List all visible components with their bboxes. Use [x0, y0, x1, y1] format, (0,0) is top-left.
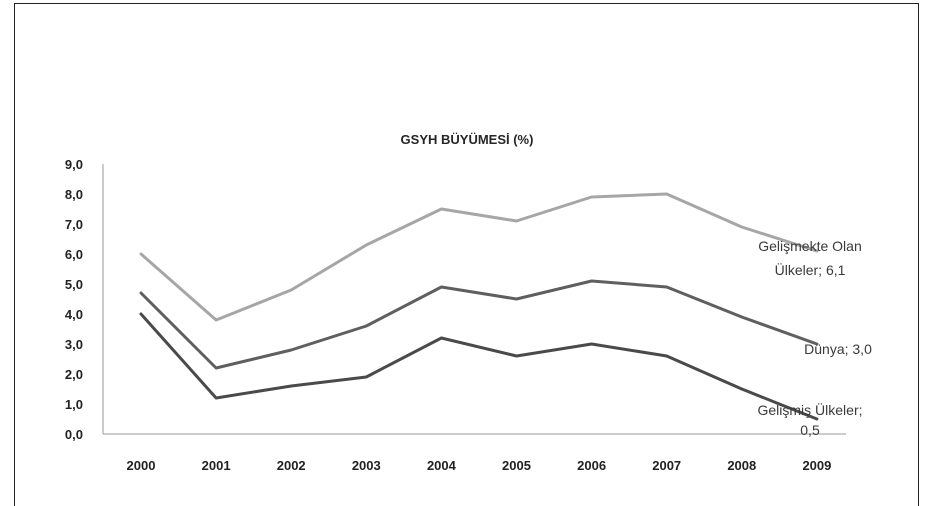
y-tick-label: 3,0 [65, 337, 83, 352]
y-tick-label: 0,0 [65, 427, 83, 442]
series-lines [139, 192, 819, 421]
y-axis: 0,0 1,0 2,0 3,0 4,0 5,0 6,0 7,0 8,0 9,0 [65, 157, 104, 442]
y-tick-label: 5,0 [65, 277, 83, 292]
series-label-geli-mekte-olan-lkeler: Gelişmekte Olan Ülkeler; 6,1 [758, 238, 861, 278]
chart-frame [14, 3, 919, 506]
y-tick-label: 6,0 [65, 247, 83, 262]
series-line-d-nya [139, 279, 819, 370]
x-axis: 2000 2001 2002 2003 2004 2005 2006 2007 2008 2009 [103, 433, 846, 473]
x-tick-label: 2005 [502, 458, 531, 473]
x-tick-label: 2003 [352, 458, 381, 473]
series-label-d-nya: Dünya; 3,0 [804, 341, 872, 357]
y-tick-label: 9,0 [65, 157, 83, 172]
y-tick-label: 4,0 [65, 307, 83, 322]
series-label-geli-mi-lkeler: Gelişmiş Ülkeler; 0,5 [757, 401, 862, 438]
series-line-geli-mekte-olan-lkeler [139, 192, 819, 322]
x-tick-label: 2006 [577, 458, 606, 473]
x-tick-label: 2001 [202, 458, 231, 473]
y-tick-label: 8,0 [65, 187, 83, 202]
x-tick-label: 2009 [802, 458, 831, 473]
y-tick-label: 7,0 [65, 217, 83, 232]
x-tick-label: 2002 [277, 458, 306, 473]
series-line-geli-mi-lkeler [139, 312, 819, 421]
x-tick-label: 2008 [727, 458, 756, 473]
chart-title: GSYH BÜYÜMESİ (%) [401, 132, 534, 147]
x-tick-label: 2007 [652, 458, 681, 473]
y-tick-label: 2,0 [65, 367, 83, 382]
x-tick-label: 2000 [127, 458, 156, 473]
x-tick-label: 2004 [427, 458, 457, 473]
y-tick-label: 1,0 [65, 397, 83, 412]
series-labels: Gelişmekte Olan Ülkeler; 6,1 Dünya; 3,0 Gel… [757, 238, 872, 438]
